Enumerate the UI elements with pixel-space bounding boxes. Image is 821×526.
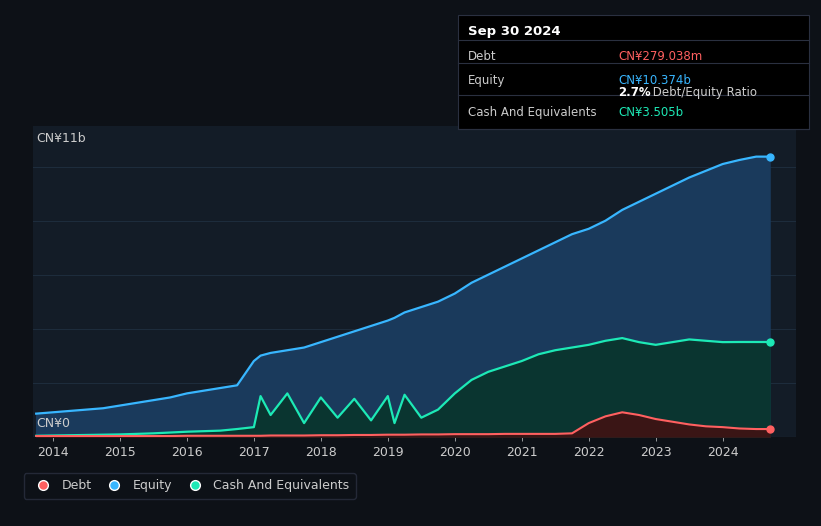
Text: CN¥10.374b: CN¥10.374b	[618, 74, 691, 87]
Text: Cash And Equivalents: Cash And Equivalents	[468, 106, 597, 119]
Text: Debt: Debt	[468, 50, 497, 64]
Text: Debt/Equity Ratio: Debt/Equity Ratio	[649, 86, 758, 99]
Text: CN¥11b: CN¥11b	[37, 133, 86, 146]
Legend: Debt, Equity, Cash And Equivalents: Debt, Equity, Cash And Equivalents	[24, 473, 355, 499]
Text: CN¥0: CN¥0	[37, 417, 71, 430]
Text: Sep 30 2024: Sep 30 2024	[468, 25, 561, 38]
Text: CN¥3.505b: CN¥3.505b	[618, 106, 683, 119]
Text: CN¥279.038m: CN¥279.038m	[618, 50, 703, 64]
Text: 2.7%: 2.7%	[618, 86, 651, 99]
Text: Equity: Equity	[468, 74, 506, 87]
